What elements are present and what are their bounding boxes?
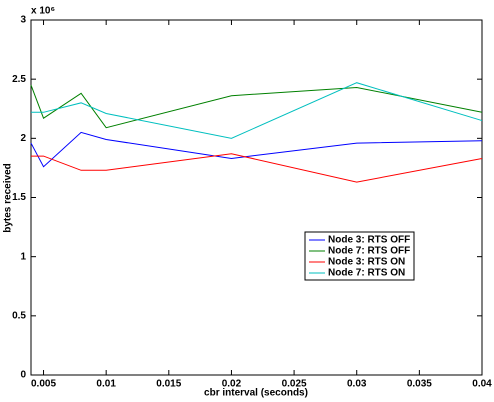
x-axis-label: cbr interval (seconds) [204,388,308,399]
y-tick-label: 3 [20,15,26,26]
plot-frame [30,19,483,376]
y-tick-label: 2 [20,133,26,144]
x-tick-label: 0.035 [407,379,432,390]
y-axis-label: bytes received [3,163,14,233]
y-tick-label: 0.5 [12,310,26,321]
y-tick-label: 1.5 [12,192,26,203]
y-tick-label: 0 [20,370,26,381]
legend-label: Node 7: RTS ON [328,268,405,279]
legend-label: Node 3: RTS ON [328,257,405,268]
y-exponent: x 10⁶ [31,6,55,17]
series-line [31,153,483,183]
x-tick-label: 0.01 [96,379,116,390]
x-tick-label: 0.02 [222,379,242,390]
x-tick-label: 0.04 [472,379,492,390]
y-tick-label: 2.5 [12,74,26,85]
y-tick-label: 1 [20,251,26,262]
x-tick-label: 0.03 [347,379,367,390]
x-tick-label: 0.015 [156,379,181,390]
x-tick-label: 0.005 [31,379,56,390]
series-line [31,82,483,139]
legend-label: Node 7: RTS OFF [328,246,410,257]
series-line [30,84,483,129]
x-tick-label: 0.025 [282,379,307,390]
legend-label: Node 3: RTS OFF [328,235,410,246]
series-line [30,131,483,168]
